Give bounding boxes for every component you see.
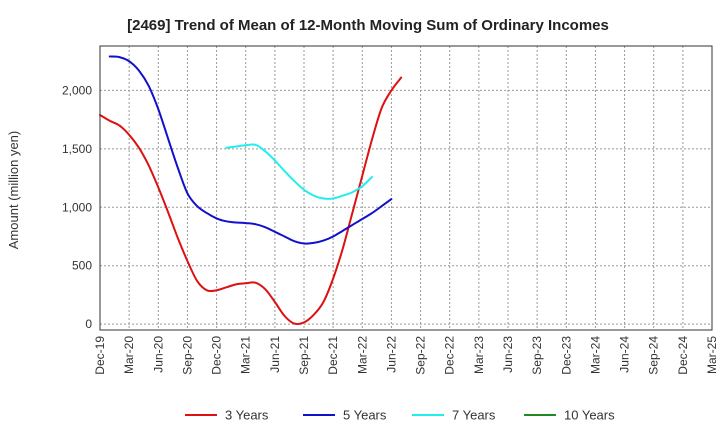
series-line-7-years <box>225 143 373 200</box>
legend-label: 10 Years <box>564 408 615 423</box>
y-tick-label: 1,000 <box>62 200 92 214</box>
legend: 3 Years 5 Years 7 Years 10 Years <box>185 408 615 423</box>
x-tick-label: Jun-22 <box>384 336 398 373</box>
x-tick-label: Dec-21 <box>326 336 340 375</box>
legend-label: 7 Years <box>452 408 496 423</box>
legend-label: 3 Years <box>225 408 269 423</box>
x-tick-label: Sep-23 <box>530 336 544 375</box>
x-tick-label: Sep-20 <box>180 336 194 375</box>
series-layer <box>99 55 403 326</box>
y-tick-label: 0 <box>85 317 92 331</box>
x-tick-label: Dec-22 <box>443 336 457 375</box>
x-tick-label: Jun-24 <box>618 336 632 373</box>
x-tick-label: Sep-22 <box>414 336 428 375</box>
x-tick-label: Mar-24 <box>588 336 602 374</box>
x-tick-label: Jun-23 <box>501 336 515 373</box>
legend-label: 5 Years <box>343 408 387 423</box>
y-tick-label: 2,000 <box>62 83 92 97</box>
y-tick-label: 500 <box>72 259 92 273</box>
y-tick-label: 1,500 <box>62 142 92 156</box>
x-tick-label: Mar-20 <box>122 336 136 374</box>
chart-title: [2469] Trend of Mean of 12-Month Moving … <box>127 17 609 34</box>
series-line-3-years <box>99 76 403 326</box>
x-tick-label: Mar-25 <box>705 336 719 374</box>
x-tick-label: Sep-21 <box>297 336 311 375</box>
plot-frame <box>99 45 713 331</box>
x-tick-label: Sep-24 <box>647 336 661 375</box>
x-tick-label: Jun-20 <box>151 336 165 373</box>
x-tick-label: Mar-21 <box>239 336 253 374</box>
x-tick-label: Dec-23 <box>559 336 573 375</box>
x-tick-labels: Dec-19 Mar-20 Jun-20 Sep-20 Dec-20 Mar-21 Jun-… <box>93 336 719 375</box>
x-tick-label: Mar-22 <box>355 336 369 374</box>
y-axis-label: Amount (million yen) <box>6 131 21 250</box>
series-line-5-years <box>108 55 393 245</box>
grid-layer <box>99 46 713 330</box>
x-tick-label: Dec-19 <box>93 336 107 375</box>
x-tick-label: Dec-20 <box>210 336 224 375</box>
x-tick-label: Dec-24 <box>676 336 690 375</box>
x-tick-label: Jun-21 <box>268 336 282 373</box>
y-tick-labels: 0 500 1,000 1,500 2,000 <box>62 83 92 331</box>
x-tick-label: Mar-23 <box>472 336 486 374</box>
